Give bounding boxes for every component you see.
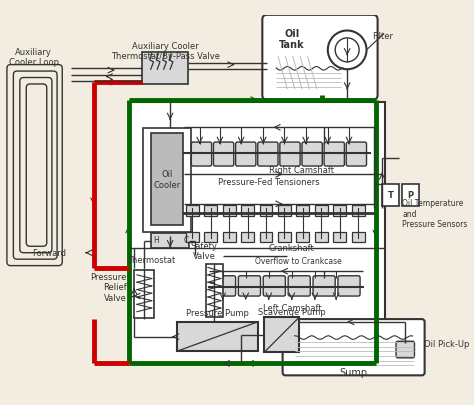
FancyBboxPatch shape: [280, 143, 300, 166]
Text: Thermostat: Thermostat: [127, 255, 175, 264]
FancyBboxPatch shape: [346, 143, 366, 166]
Text: Scavenge Pump: Scavenge Pump: [258, 307, 326, 317]
Bar: [296, 205, 310, 216]
Text: T: T: [388, 191, 393, 200]
Bar: [296, 233, 310, 242]
Bar: [151, 134, 183, 226]
FancyBboxPatch shape: [302, 143, 322, 166]
FancyBboxPatch shape: [191, 143, 211, 166]
Text: Oil
Cooler: Oil Cooler: [154, 170, 181, 189]
Text: Right Camshaft: Right Camshaft: [269, 166, 334, 175]
Bar: [315, 233, 328, 242]
Text: Pressure-Fed Tensioners: Pressure-Fed Tensioners: [218, 178, 319, 187]
Bar: [186, 233, 199, 242]
Bar: [134, 271, 155, 318]
Bar: [223, 233, 236, 242]
FancyBboxPatch shape: [338, 276, 360, 296]
FancyBboxPatch shape: [283, 319, 425, 375]
FancyBboxPatch shape: [213, 143, 234, 166]
Text: P: P: [408, 191, 414, 200]
Bar: [128, 103, 385, 363]
Bar: [260, 205, 273, 216]
Text: C: C: [183, 236, 189, 245]
Bar: [352, 205, 365, 216]
FancyBboxPatch shape: [236, 143, 256, 166]
Text: Auxiliary
Cooler Loop: Auxiliary Cooler Loop: [9, 48, 59, 67]
Bar: [278, 233, 291, 242]
FancyBboxPatch shape: [313, 276, 335, 296]
Text: Left Camshaft: Left Camshaft: [263, 303, 321, 312]
Bar: [278, 205, 291, 216]
Bar: [382, 184, 399, 206]
Bar: [264, 318, 299, 352]
Text: Oil
Tank: Oil Tank: [279, 29, 305, 50]
Text: H: H: [154, 236, 159, 245]
FancyBboxPatch shape: [263, 276, 285, 296]
Bar: [315, 205, 328, 216]
Text: Auxiliary Cooler
Thermostat/By-Pass Valve: Auxiliary Cooler Thermostat/By-Pass Valv…: [111, 42, 220, 61]
Text: Forward: Forward: [32, 249, 66, 258]
Text: Crankshaft: Crankshaft: [269, 244, 315, 253]
Bar: [204, 205, 217, 216]
Bar: [223, 205, 236, 216]
Text: Oil Temperature
and
Pressure Sensors: Oil Temperature and Pressure Sensors: [402, 199, 468, 228]
Bar: [151, 234, 190, 249]
Bar: [177, 322, 258, 352]
Text: Overflow to Crankcase: Overflow to Crankcase: [255, 256, 342, 265]
Text: Oil Pick-Up: Oil Pick-Up: [424, 339, 469, 348]
Bar: [186, 205, 199, 216]
Bar: [402, 184, 419, 206]
FancyBboxPatch shape: [396, 341, 414, 358]
Text: Pressure Pump: Pressure Pump: [186, 309, 248, 318]
Bar: [333, 233, 346, 242]
Circle shape: [328, 32, 366, 70]
Text: Sump: Sump: [339, 367, 368, 377]
FancyBboxPatch shape: [288, 276, 310, 296]
Bar: [352, 233, 365, 242]
Text: Safety
Valve: Safety Valve: [191, 241, 218, 260]
FancyBboxPatch shape: [262, 16, 378, 100]
Bar: [260, 233, 273, 242]
Bar: [206, 264, 223, 318]
FancyBboxPatch shape: [238, 276, 261, 296]
Bar: [204, 233, 217, 242]
Text: Pressure
Relief
Valve: Pressure Relief Valve: [91, 272, 127, 302]
Bar: [144, 129, 191, 232]
FancyBboxPatch shape: [258, 143, 278, 166]
Bar: [333, 205, 346, 216]
Bar: [241, 233, 254, 242]
FancyBboxPatch shape: [213, 276, 236, 296]
Bar: [142, 53, 188, 85]
Text: Filter: Filter: [372, 32, 393, 40]
FancyBboxPatch shape: [324, 143, 345, 166]
Bar: [241, 205, 254, 216]
